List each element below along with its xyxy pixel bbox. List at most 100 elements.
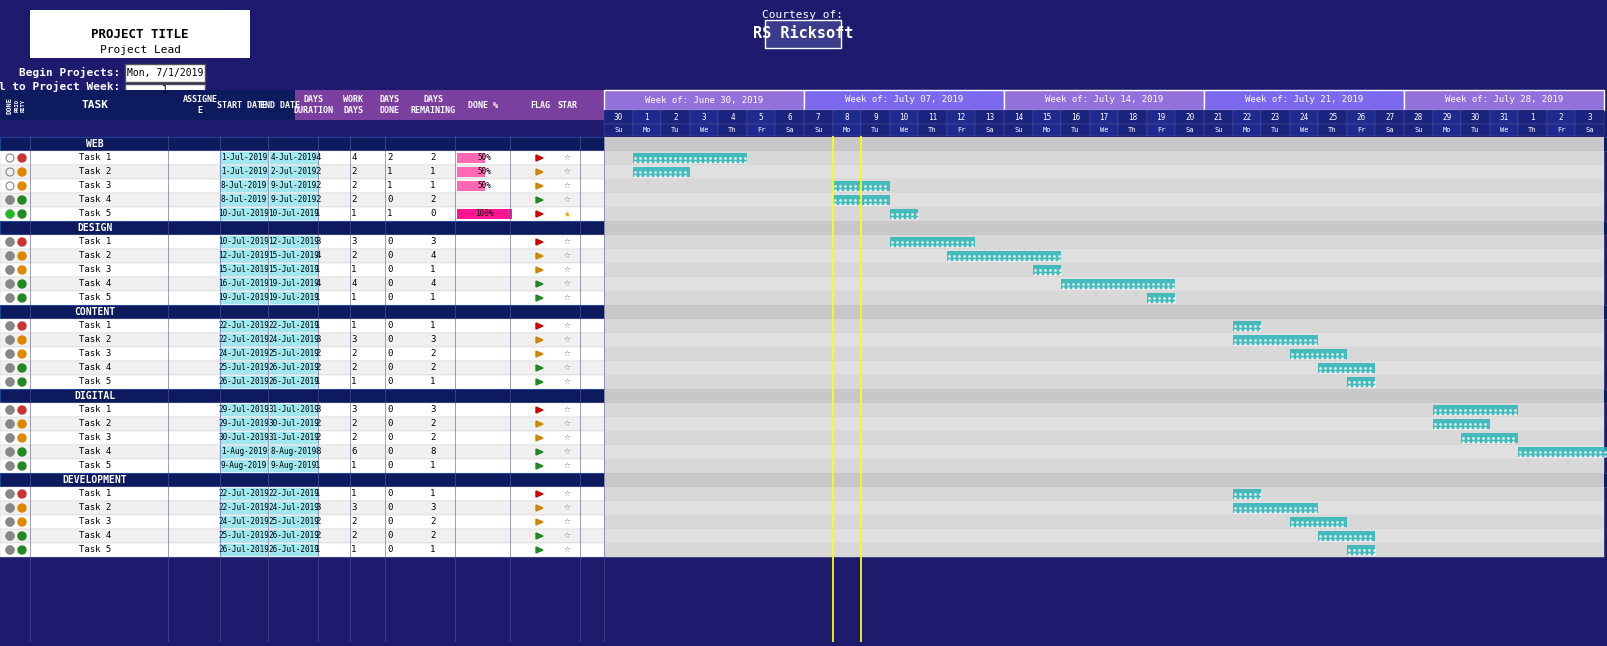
Bar bbox=[604, 179, 1604, 193]
Polygon shape bbox=[537, 505, 543, 511]
Text: 22-Jul-2019: 22-Jul-2019 bbox=[219, 335, 270, 344]
Bar bbox=[270, 418, 318, 430]
Bar bbox=[1519, 447, 1607, 457]
Bar bbox=[1261, 110, 1290, 124]
Polygon shape bbox=[537, 337, 543, 343]
Bar bbox=[947, 110, 975, 124]
Text: 2: 2 bbox=[315, 182, 321, 191]
Polygon shape bbox=[537, 253, 543, 259]
Text: 8: 8 bbox=[845, 112, 848, 121]
Text: 3: 3 bbox=[352, 238, 357, 247]
Circle shape bbox=[18, 280, 26, 288]
Bar bbox=[890, 237, 975, 247]
Circle shape bbox=[6, 518, 14, 526]
Text: 20: 20 bbox=[1184, 112, 1194, 121]
Polygon shape bbox=[537, 547, 543, 553]
Text: 0: 0 bbox=[387, 364, 392, 373]
Bar bbox=[1290, 124, 1318, 136]
Circle shape bbox=[18, 364, 26, 372]
Bar bbox=[1290, 349, 1347, 359]
Text: Courtesy of:: Courtesy of: bbox=[762, 10, 844, 20]
Polygon shape bbox=[537, 449, 543, 455]
Text: 2: 2 bbox=[352, 532, 357, 541]
Text: ☆: ☆ bbox=[564, 153, 570, 163]
Bar bbox=[1147, 293, 1175, 303]
Polygon shape bbox=[537, 183, 543, 189]
Text: DAYS
DURATION: DAYS DURATION bbox=[292, 96, 333, 115]
Text: 2: 2 bbox=[315, 532, 321, 541]
Bar bbox=[270, 432, 318, 444]
Circle shape bbox=[6, 266, 14, 274]
Text: 10-Jul-2019: 10-Jul-2019 bbox=[268, 209, 320, 218]
Bar bbox=[1090, 124, 1118, 136]
Text: ☆: ☆ bbox=[564, 433, 570, 443]
Text: 1: 1 bbox=[162, 85, 169, 95]
Bar bbox=[270, 334, 318, 346]
Text: 26: 26 bbox=[1356, 112, 1366, 121]
Bar bbox=[220, 194, 268, 206]
Text: Project Lead: Project Lead bbox=[100, 45, 180, 55]
Text: Tu: Tu bbox=[871, 127, 879, 133]
Bar bbox=[1233, 335, 1318, 345]
Circle shape bbox=[6, 210, 14, 218]
Text: 24-Jul-2019: 24-Jul-2019 bbox=[219, 517, 270, 526]
Bar bbox=[0, 151, 1604, 165]
Bar bbox=[220, 208, 268, 220]
Circle shape bbox=[18, 350, 26, 358]
Text: 26-Jul-2019: 26-Jul-2019 bbox=[268, 377, 320, 386]
Text: Task 3: Task 3 bbox=[79, 266, 111, 275]
Text: 12-Jul-2019: 12-Jul-2019 bbox=[268, 238, 320, 247]
Text: 22-Jul-2019: 22-Jul-2019 bbox=[268, 322, 320, 331]
Text: Tu: Tu bbox=[1072, 127, 1080, 133]
Text: 100%: 100% bbox=[476, 209, 493, 218]
Text: 3: 3 bbox=[431, 238, 435, 247]
Text: ☆: ☆ bbox=[564, 419, 570, 429]
Bar bbox=[0, 347, 1604, 361]
Text: 2: 2 bbox=[431, 349, 435, 359]
Text: ☆: ☆ bbox=[564, 293, 570, 303]
Bar bbox=[1318, 363, 1376, 373]
Text: 8-Jul-2019: 8-Jul-2019 bbox=[220, 182, 267, 191]
Text: 8-Aug-2019: 8-Aug-2019 bbox=[272, 448, 317, 457]
Text: Mon, 7/1/2019: Mon, 7/1/2019 bbox=[127, 68, 202, 78]
Text: Su: Su bbox=[614, 127, 622, 133]
Bar bbox=[1405, 110, 1432, 124]
Bar bbox=[604, 333, 1604, 347]
Bar bbox=[270, 530, 318, 542]
Bar bbox=[0, 333, 1604, 347]
Bar bbox=[456, 181, 484, 191]
Text: 6: 6 bbox=[352, 448, 357, 457]
Text: TASK: TASK bbox=[82, 100, 109, 110]
Circle shape bbox=[18, 518, 26, 526]
Bar bbox=[604, 151, 1604, 165]
Bar bbox=[604, 235, 1604, 249]
Bar bbox=[689, 110, 718, 124]
Text: Mo: Mo bbox=[1443, 127, 1451, 133]
Text: 3: 3 bbox=[431, 503, 435, 512]
Bar bbox=[0, 249, 1604, 263]
Bar bbox=[0, 263, 1604, 277]
Circle shape bbox=[18, 252, 26, 260]
Text: 1: 1 bbox=[315, 545, 321, 554]
Bar bbox=[890, 209, 918, 219]
Bar bbox=[1405, 90, 1604, 110]
Circle shape bbox=[6, 546, 14, 554]
Text: 12-Jul-2019: 12-Jul-2019 bbox=[219, 251, 270, 260]
Text: 1: 1 bbox=[431, 490, 435, 499]
Text: 1: 1 bbox=[431, 182, 435, 191]
Text: Mo: Mo bbox=[1242, 127, 1252, 133]
Bar bbox=[220, 334, 268, 346]
Bar bbox=[1490, 124, 1519, 136]
Text: 0: 0 bbox=[387, 377, 392, 386]
Text: Task 5: Task 5 bbox=[79, 461, 111, 470]
Text: 9-Aug-2019: 9-Aug-2019 bbox=[220, 461, 267, 470]
Polygon shape bbox=[537, 281, 543, 287]
Bar bbox=[270, 376, 318, 388]
Text: Task 5: Task 5 bbox=[79, 545, 111, 554]
Text: FLAG: FLAG bbox=[530, 101, 550, 110]
Bar bbox=[1290, 517, 1347, 527]
Text: ☆: ☆ bbox=[564, 503, 570, 513]
Circle shape bbox=[18, 294, 26, 302]
Bar bbox=[1347, 124, 1376, 136]
Bar bbox=[1405, 124, 1432, 136]
